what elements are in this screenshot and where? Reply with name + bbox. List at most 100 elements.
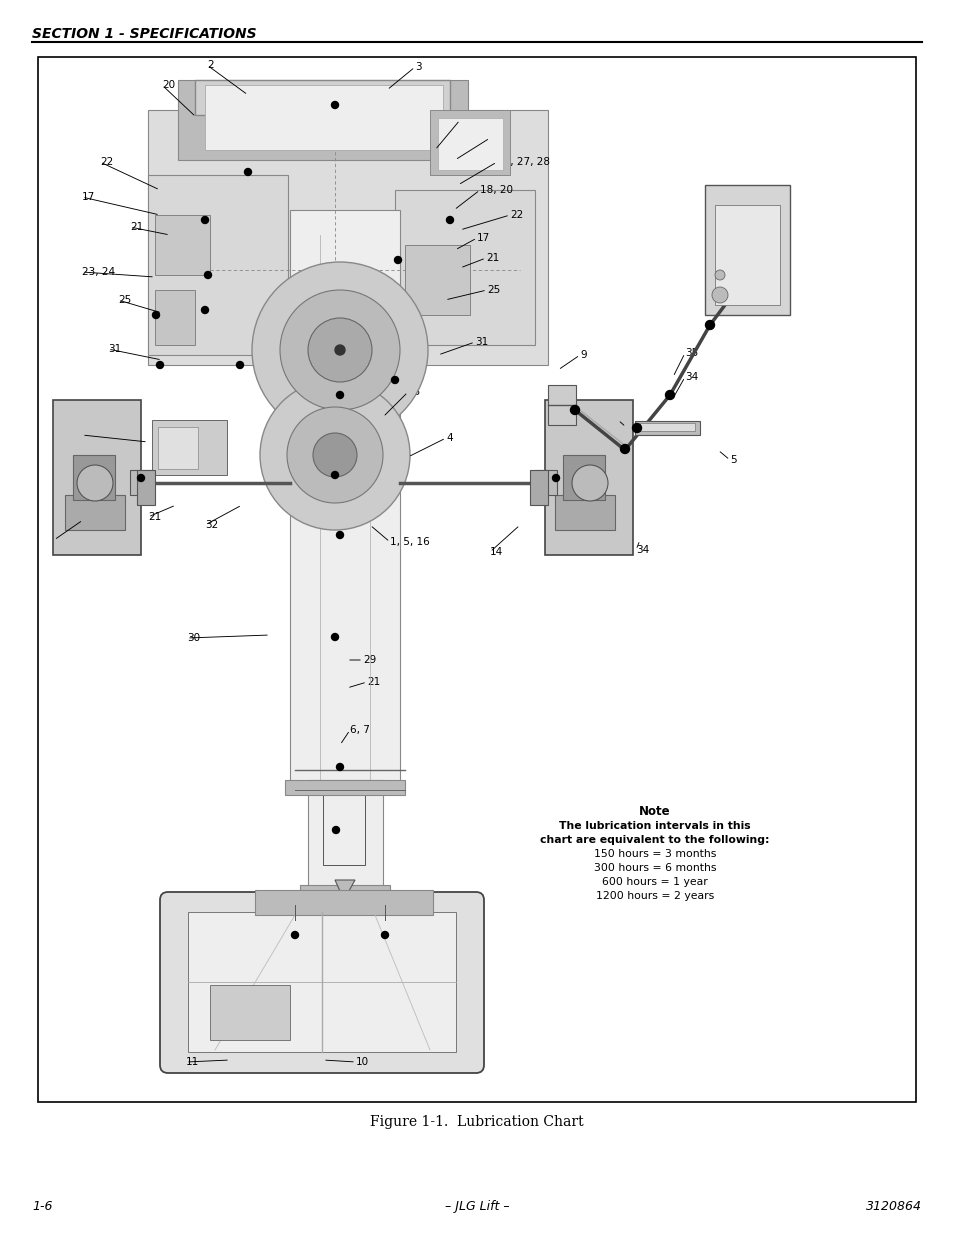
Circle shape bbox=[381, 931, 388, 939]
Circle shape bbox=[335, 345, 345, 354]
Bar bbox=[635, 421, 700, 435]
Circle shape bbox=[714, 270, 724, 280]
Bar bbox=[73, 454, 115, 500]
Text: 10: 10 bbox=[355, 1057, 369, 1067]
Text: 2: 2 bbox=[207, 61, 213, 70]
Text: 8: 8 bbox=[618, 415, 624, 425]
Circle shape bbox=[244, 168, 252, 175]
Text: 14: 14 bbox=[54, 535, 67, 545]
Bar bbox=[65, 495, 125, 530]
Bar bbox=[205, 85, 442, 149]
Text: The lubrication intervals in this: The lubrication intervals in this bbox=[558, 821, 750, 831]
Text: 300 hours = 6 months: 300 hours = 6 months bbox=[593, 863, 716, 873]
Text: 22: 22 bbox=[100, 157, 113, 167]
Text: Figure 1-1.  Lubrication Chart: Figure 1-1. Lubrication Chart bbox=[370, 1115, 583, 1129]
Bar bbox=[299, 885, 390, 905]
Text: 5: 5 bbox=[729, 454, 736, 466]
Circle shape bbox=[333, 826, 339, 834]
Polygon shape bbox=[335, 881, 355, 900]
Text: 17: 17 bbox=[82, 191, 95, 203]
Circle shape bbox=[331, 472, 338, 478]
Text: SECTION 1 - SPECIFICATIONS: SECTION 1 - SPECIFICATIONS bbox=[32, 27, 256, 41]
Bar bbox=[188, 911, 456, 1052]
Circle shape bbox=[201, 216, 209, 224]
Text: – JLG Lift –: – JLG Lift – bbox=[444, 1200, 509, 1213]
Bar bbox=[714, 205, 780, 305]
Bar bbox=[285, 781, 405, 795]
Text: 26, 27, 28: 26, 27, 28 bbox=[497, 157, 550, 167]
Text: 18, 20: 18, 20 bbox=[479, 185, 513, 195]
Text: 34: 34 bbox=[684, 372, 698, 382]
Text: 32: 32 bbox=[205, 520, 218, 530]
Bar bbox=[639, 424, 695, 431]
Text: 21: 21 bbox=[130, 222, 143, 232]
Circle shape bbox=[313, 433, 356, 477]
Text: 9: 9 bbox=[579, 350, 586, 359]
Text: 31: 31 bbox=[475, 337, 488, 347]
Bar bbox=[148, 175, 288, 354]
Circle shape bbox=[152, 311, 159, 319]
Circle shape bbox=[137, 474, 144, 482]
Circle shape bbox=[632, 424, 640, 432]
Circle shape bbox=[705, 321, 714, 330]
Circle shape bbox=[711, 287, 727, 303]
Bar bbox=[437, 119, 502, 170]
Bar bbox=[430, 110, 510, 175]
Bar bbox=[154, 215, 210, 275]
Circle shape bbox=[287, 408, 382, 503]
Circle shape bbox=[336, 531, 343, 538]
Bar bbox=[544, 400, 633, 555]
Circle shape bbox=[236, 362, 243, 368]
Text: 1, 5, 16: 1, 5, 16 bbox=[390, 537, 429, 547]
Bar bbox=[38, 57, 915, 1102]
FancyBboxPatch shape bbox=[160, 892, 483, 1073]
Text: 3120864: 3120864 bbox=[865, 1200, 921, 1213]
Circle shape bbox=[156, 362, 163, 368]
Bar bbox=[152, 420, 227, 475]
Text: 25: 25 bbox=[486, 285, 499, 295]
Circle shape bbox=[391, 377, 398, 384]
Text: 30: 30 bbox=[187, 634, 200, 643]
Circle shape bbox=[260, 380, 410, 530]
Text: 21: 21 bbox=[485, 253, 498, 263]
Bar bbox=[130, 471, 152, 495]
Bar bbox=[178, 80, 468, 161]
Circle shape bbox=[570, 405, 578, 415]
Circle shape bbox=[619, 445, 629, 453]
Circle shape bbox=[77, 466, 112, 501]
Text: 33: 33 bbox=[82, 430, 95, 440]
Circle shape bbox=[292, 931, 298, 939]
Bar bbox=[704, 185, 789, 315]
Text: 31: 31 bbox=[108, 345, 121, 354]
Bar bbox=[547, 385, 576, 425]
Text: 14: 14 bbox=[490, 547, 503, 557]
Circle shape bbox=[665, 390, 674, 399]
Text: 150 hours = 3 months: 150 hours = 3 months bbox=[593, 848, 716, 860]
Bar bbox=[148, 110, 547, 366]
Circle shape bbox=[395, 257, 401, 263]
Bar bbox=[53, 400, 141, 555]
Text: chart are equivalent to the following:: chart are equivalent to the following: bbox=[539, 835, 769, 845]
Text: 29: 29 bbox=[363, 655, 375, 664]
Text: 15: 15 bbox=[408, 387, 421, 396]
Text: 19: 19 bbox=[490, 133, 503, 143]
Bar bbox=[154, 290, 194, 345]
Text: 21: 21 bbox=[148, 513, 161, 522]
Bar bbox=[530, 471, 547, 505]
Text: 34: 34 bbox=[636, 545, 649, 555]
Circle shape bbox=[280, 290, 399, 410]
Bar bbox=[535, 471, 557, 495]
Text: 6, 7: 6, 7 bbox=[350, 725, 370, 735]
Bar bbox=[323, 790, 365, 864]
Text: 17: 17 bbox=[476, 233, 490, 243]
Text: Note: Note bbox=[639, 805, 670, 818]
Circle shape bbox=[201, 306, 209, 314]
Circle shape bbox=[572, 466, 607, 501]
Text: 4: 4 bbox=[446, 433, 452, 443]
Circle shape bbox=[446, 216, 453, 224]
Text: 11: 11 bbox=[186, 1057, 199, 1067]
Circle shape bbox=[336, 763, 343, 771]
Bar bbox=[308, 781, 382, 895]
Text: 22: 22 bbox=[510, 210, 522, 220]
Bar bbox=[137, 471, 154, 505]
